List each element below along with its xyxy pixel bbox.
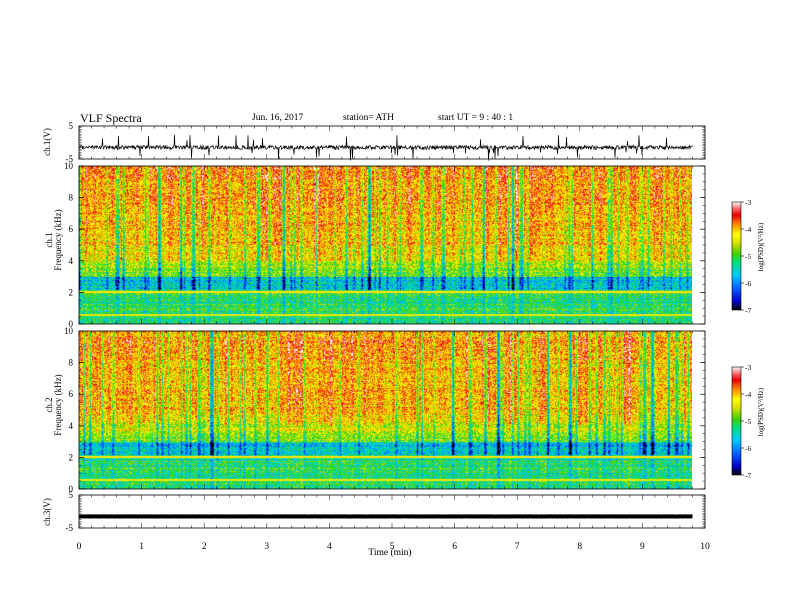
ch3-trace-ytick-label: -5 [66,523,74,533]
x-tick-label: 8 [577,542,582,552]
cb2-tick-label: -4 [745,390,751,399]
cb1-tick-label: -3 [745,198,751,207]
start-time-label: start UT = 9 : 40 : 1 [438,113,514,123]
ch2-colorbar: -3 -4 -5 -6 -7 [731,363,751,480]
x-tick-label: 5 [390,542,395,552]
ch1-trace-ytick-label: -5 [66,154,74,164]
x-tick-label: 6 [452,542,457,552]
ch2-spectrogram [79,331,692,489]
x-tick-label: 9 [640,542,645,552]
cb1-tick-label: -5 [745,252,751,261]
ch1-spec-raster [79,166,692,324]
cb1-tick-label: -4 [745,225,751,234]
cb2-bar [731,366,742,476]
cb2-tick-label: -5 [745,417,751,426]
ch2-spec-raster [79,331,692,489]
x-tick-label: 0 [77,542,82,552]
chart-title: VLF Spectra [80,111,142,125]
ch1-spec-ytick-label: 4 [69,256,74,266]
ch2-spec-ytick-label: 10 [64,326,74,336]
ch1-spec-ytick-label: 10 [64,161,74,171]
x-tick-label: 3 [264,542,269,552]
cb2-tick-label: -7 [745,471,751,480]
ch2-spec-ytick-label: 8 [69,358,74,368]
x-tick-label: 10 [700,542,710,552]
ch2-spec-ytick-label: 2 [69,452,74,462]
ch1-spec-ytick-label: 2 [69,287,74,297]
ch1-trace-line [78,134,693,161]
cb1-bar [731,201,742,311]
cb1-tick-label: -7 [745,306,751,315]
ch3-trace-ytick-label: 5 [69,490,74,500]
x-tick-label: 7 [515,542,520,552]
date-label: Jun. 16, 2017 [252,113,304,123]
cb2-tick-label: -6 [745,444,751,453]
ch1-colorbar: -3 -4 -5 -6 -7 [731,198,751,315]
ch1-spectrogram [79,166,692,324]
ch2-spec-ytick-label: 0 [69,484,74,494]
x-tick-label: 4 [327,542,332,552]
cb2-tick-label: -3 [745,363,751,372]
ch2-spec-ytick-label: 4 [69,421,74,431]
ch1-spec-ytick-label: 6 [69,224,74,234]
ch2-spec-ytick-label: 6 [69,389,74,399]
cb1-tick-label: -6 [745,279,751,288]
ch1-spec-ytick-label: 8 [69,193,74,203]
station-label: station= ATH [343,113,395,123]
x-tick-label: 1 [139,542,144,552]
x-tick-label: 2 [202,542,207,552]
ch1-spec-ytick-label: 0 [69,319,74,329]
x-axis-label: Time (min) [368,548,412,558]
ch1-trace-ytick-label: 5 [69,121,74,131]
ch1-voltage-panel [78,134,693,161]
